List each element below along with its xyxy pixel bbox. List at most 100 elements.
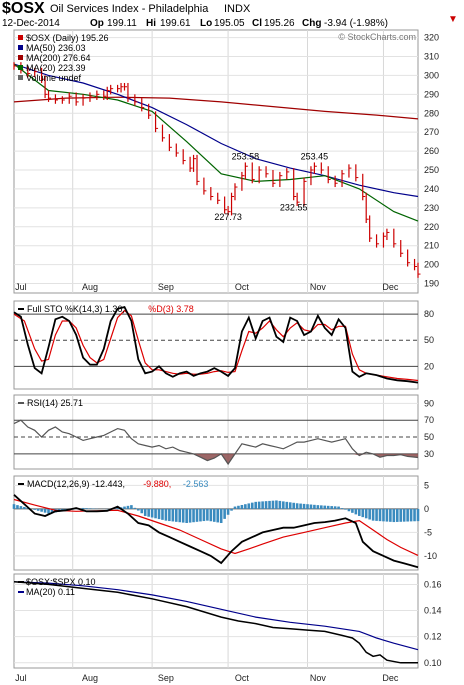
macd-hist-bar [282,501,285,509]
y-tick-label-sto-0: 20 [424,361,434,371]
legend-volume: Volume undef [26,73,82,83]
x-axis-month-label: Sep [158,673,174,683]
macd-hist-bar [395,508,399,522]
chg-label: Chg [302,18,322,29]
y-tick-label-price-12: 310 [424,51,439,61]
lo-value: 195.05 [214,18,245,29]
y-tick-label-price-13: 320 [424,33,439,43]
macd-hist-bar [219,508,223,523]
macd-hist-bar [292,502,295,509]
y-tick-label-price-8: 270 [424,127,439,137]
x-tick-label-month: Sep [158,282,174,292]
y-tick-label-price-9: 280 [424,108,439,118]
macd-hist-bar [16,505,19,509]
op-value: 199.11 [107,18,137,29]
macd-hist-bar [161,508,164,520]
op-label: Op [90,18,104,29]
sto-k-line [13,306,419,384]
macd-hist-bar [212,508,216,522]
macd-hist-bar [188,508,192,523]
macd-hist-bar [36,508,40,511]
price-annotation: 253.45 [301,152,329,162]
legend-sto_d: %D(3) 3.78 [148,304,194,314]
panel-frame-macd [13,475,419,571]
y-tick-label-macd-3: 5 [424,480,429,490]
y-tick-label-price-2: 210 [424,241,439,251]
macd-hist-bar [199,508,202,522]
y-tick-label-price-3: 220 [424,222,439,232]
macd-hist-bar [357,508,361,516]
price-annotation: 253.58 [232,152,260,162]
macd-hist-bar [271,500,275,509]
legend-ratio: $OSX:$SPX 0.10 [26,577,96,587]
macd-hist-bar [354,508,358,515]
macd-hist-bar [261,501,264,509]
legend-swatch-ma20 [18,65,23,70]
macd-hist-bar [23,507,26,509]
macd-hist-bar [216,508,220,523]
macd-hist-bar [226,508,230,515]
macd-hist-bar [12,504,16,509]
macd-hist-bar [244,504,247,509]
y-tick-label-macd-2: 0 [424,504,429,514]
macd-hist-bar [157,508,161,520]
y-tick-label-sto-2: 80 [424,309,434,319]
macd-hist-bar [275,500,278,509]
macd-hist-bar [85,508,88,509]
macd-hist-bar [19,506,23,509]
macd-hist-bar [347,508,351,512]
y-tick-label-sto-1: 50 [424,335,434,345]
macd-hist-bar [278,500,282,509]
exchange-label: INDX [224,3,251,15]
y-tick-label-price-6: 250 [424,165,439,175]
macd-hist-bar [250,502,254,509]
macd-hist-bar [202,508,206,522]
cl-label: Cl [252,18,262,29]
y-tick-label-rsi-0: 30 [424,449,434,459]
hi-label: Hi [146,18,156,29]
macd-hist-bar [130,505,133,509]
macd-hist-bar [299,503,302,509]
macd-hist-bar [43,508,47,513]
macd-hist-bar [140,508,144,514]
legend-swatch-ma200 [18,55,23,60]
macd-hist-bar [257,501,261,509]
macd-hist-bar [81,507,85,509]
legend-sto_k: Full STO %K(14,3) 1.36, [27,304,125,314]
legend-ma20: MA(20) 223.39 [26,63,86,73]
macd-hist-bar [154,508,157,519]
y-tick-label-rsi-1: 50 [424,432,434,442]
macd-hist-bar [406,508,409,522]
price-annotation: 227.73 [214,212,242,222]
macd-hist-bar [164,508,168,521]
macd-hist-bar [288,502,292,509]
panel-frame-ratio [13,573,419,669]
legend-rsi: RSI(14) 25.71 [27,398,83,408]
macd-hist-bar [268,500,271,509]
ma20-line [13,63,419,222]
price-annotation: 232.55 [280,203,308,213]
macd-hist-bar [254,501,258,509]
y-tick-label-price-4: 230 [424,203,439,213]
macd-hist-bar [126,505,130,509]
x-axis-month-label: Oct [235,673,250,683]
legend-swatch-ma50 [18,45,23,50]
macd-hist-bar [150,508,154,518]
panel-frame-price [13,29,419,294]
macd-hist-bar [309,504,313,509]
x-tick-label-month: Dec [382,282,399,292]
macd-hist-bar [361,508,365,518]
macd-hist-bar [116,507,119,509]
legend-hist: -2.563 [183,479,209,489]
y-tick-label-ratio-1: 0.12 [424,632,442,642]
macd-hist-bar [306,504,309,509]
macd-hist-bar [364,508,368,519]
symbol-title: $OSX [2,0,45,17]
rsi-oversold-fill [14,453,418,464]
header-date: 12-Dec-2014 [2,18,60,29]
macd-hist-bar [326,505,330,509]
y-tick-label-ratio-2: 0.14 [424,606,442,616]
macd-hist-bar [302,503,306,509]
